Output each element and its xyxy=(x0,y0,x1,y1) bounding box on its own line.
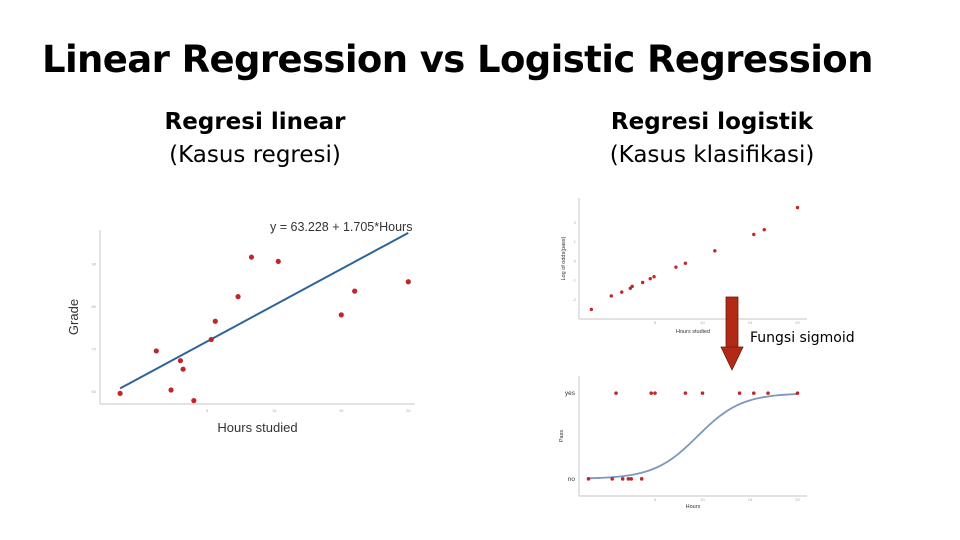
sigmoid-data-point xyxy=(586,477,591,481)
log-odds-data-point xyxy=(648,276,652,281)
slide-title: Linear Regression vs Logistic Regression xyxy=(42,38,873,81)
log-odds-y-tick-label: 0 xyxy=(574,258,577,263)
arrow-shaft xyxy=(725,296,739,350)
linear-data-point xyxy=(405,279,411,285)
sigmoid-data-point xyxy=(766,391,770,395)
linear-data-point xyxy=(212,318,218,324)
linear-y-tick-label: 60 xyxy=(92,389,97,394)
log-odds-data-point xyxy=(674,265,678,269)
sigmoid-y-axis-label: Pass xyxy=(559,430,565,442)
log-odds-y-axis-label: Log of odds(pass) xyxy=(561,236,567,280)
regression-equation: y = 63.228 + 1.705*Hours xyxy=(270,220,412,234)
linear-data-point xyxy=(248,254,255,260)
log-odds-data-point xyxy=(589,307,594,312)
sigmoid-data-point xyxy=(752,391,756,395)
log-odds-y-tick-label: 1 xyxy=(574,239,577,244)
log-odds-data-point xyxy=(630,284,634,289)
linear-data-point xyxy=(191,398,197,404)
linear-data-point xyxy=(338,312,344,318)
sigmoid-data-point xyxy=(639,477,644,481)
linear-data-point xyxy=(275,258,281,265)
linear-data-point xyxy=(180,366,186,372)
logistic-subheading: (Kasus klasifikasi) xyxy=(609,142,815,168)
linear-data-point xyxy=(177,358,184,364)
linear-data-point xyxy=(208,336,214,343)
linear-data-point xyxy=(352,288,358,294)
sigmoid-data-point xyxy=(795,391,800,395)
log-odds-plot-area: 5 10 15 20 -2 -1 0 1 2 Hours studied Log of odds(p… xyxy=(561,198,807,335)
linear-x-tick-label: 10 xyxy=(272,408,277,413)
logistic-heading-block: Regresi logistik (Kasus klasifikasi) xyxy=(577,106,847,172)
linear-x-axis-label: Hours studied xyxy=(217,420,297,435)
linear-x-tick-label: 20 xyxy=(406,408,411,413)
sigmoid-data-point xyxy=(610,477,615,481)
sigmoid-x-tick-label: 5 xyxy=(654,497,657,502)
linear-regression-line xyxy=(119,231,409,390)
down-arrow-icon xyxy=(720,296,744,371)
log-odds-data-point xyxy=(620,290,624,294)
sigmoid-y-tick-label: yes xyxy=(565,390,576,397)
sigmoid-plot-area: 5 10 15 20 no yes Hours Pass xyxy=(559,376,807,510)
linear-x-tick-label: 15 xyxy=(339,408,344,413)
log-odds-chart: 5 10 15 20 -2 -1 0 1 2 Hours studied Log of odds(p… xyxy=(561,198,807,335)
sigmoid-data-point xyxy=(626,477,631,481)
log-odds-x-tick-label: 15 xyxy=(748,320,753,325)
log-odds-y-tick-label: -1 xyxy=(572,278,576,283)
linear-plot-area: 5 10 15 20 60 70 80 90 y = 63.228 + 1.705*Hours H… xyxy=(66,220,415,435)
sigmoid-x-tick-label: 15 xyxy=(748,497,753,502)
sigmoid-label: Fungsi sigmoid xyxy=(750,330,855,346)
linear-y-tick-label: 90 xyxy=(92,261,97,266)
sigmoid-x-tick-label: 20 xyxy=(795,497,800,502)
sigmoid-data-point xyxy=(737,391,742,395)
log-odds-x-tick-label: 10 xyxy=(700,320,705,325)
log-odds-x-axis-label: Hours studied xyxy=(676,329,710,335)
log-odds-data-point xyxy=(795,205,800,210)
log-odds-data-point xyxy=(609,294,613,298)
log-odds-data-point xyxy=(683,261,688,266)
log-odds-data-point xyxy=(752,232,756,237)
logistic-heading: Regresi logistik xyxy=(610,109,814,135)
log-odds-data-point xyxy=(713,249,717,253)
log-odds-y-tick-label: -2 xyxy=(572,297,576,302)
sigmoid-data-point xyxy=(614,391,618,395)
linear-x-tick-label: 5 xyxy=(206,408,209,413)
log-odds-y-tick-label: 2 xyxy=(574,220,577,225)
sigmoid-y-tick-label: no xyxy=(568,476,576,483)
log-odds-x-tick-label: 20 xyxy=(795,320,800,325)
linear-heading: Regresi linear xyxy=(164,109,346,135)
log-odds-data-point xyxy=(652,275,656,279)
linear-data-point xyxy=(153,348,159,354)
linear-data-point xyxy=(168,387,174,393)
linear-y-tick-label: 80 xyxy=(92,304,97,309)
sigmoid-x-tick-label: 10 xyxy=(700,497,705,502)
sigmoid-x-axis-label: Hours xyxy=(686,504,701,510)
sigmoid-data-point xyxy=(653,391,657,395)
sigmoid-data-point xyxy=(683,391,688,395)
linear-regression-chart: 5 10 15 20 60 70 80 90 y = 63.228 + 1.705*Hours H… xyxy=(66,220,415,435)
linear-subheading: (Kasus regresi) xyxy=(169,142,341,168)
arrow-head xyxy=(720,346,744,371)
sigmoid-data-point xyxy=(649,391,653,395)
linear-y-axis-label: Grade xyxy=(66,299,81,335)
sigmoid-data-point xyxy=(620,477,625,481)
log-odds-x-tick-label: 5 xyxy=(654,320,657,325)
sigmoid-data-point xyxy=(629,477,634,481)
log-odds-data-point xyxy=(762,227,766,232)
linear-data-point xyxy=(117,390,123,396)
linear-data-point xyxy=(235,294,241,300)
log-odds-data-point xyxy=(640,280,645,285)
linear-y-tick-label: 70 xyxy=(92,346,97,351)
sigmoid-curve xyxy=(588,393,798,480)
linear-heading-block: Regresi linear (Kasus regresi) xyxy=(120,106,390,172)
sigmoid-data-point xyxy=(700,391,705,395)
logistic-regression-chart: 5 10 15 20 no yes Hours Pass xyxy=(559,376,807,510)
